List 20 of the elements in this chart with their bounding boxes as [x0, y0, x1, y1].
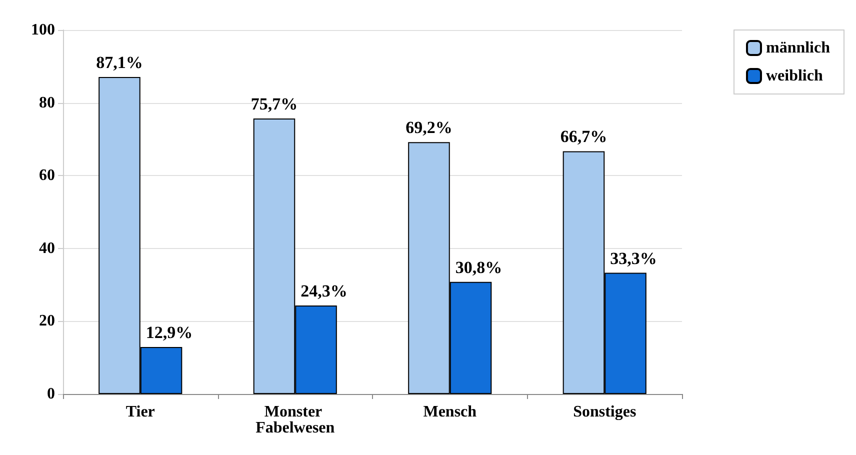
data-label: 30,8%: [455, 258, 502, 277]
x-tick-label: Mensch: [423, 404, 477, 420]
data-label: 33,3%: [610, 248, 657, 268]
y-tick-label: 80: [39, 94, 55, 112]
y-tick-label: 0: [47, 386, 55, 402]
data-label: 69,2%: [406, 118, 452, 138]
y-tick-label: 40: [39, 240, 55, 257]
y-tick-label: 20: [39, 312, 55, 330]
x-tick-label: Sonstiges: [573, 404, 636, 420]
y-tick-label: 100: [31, 22, 55, 38]
x-tick-label: Tier: [126, 404, 155, 420]
legend-label: männlich: [766, 40, 830, 56]
data-label: 87,1%: [96, 52, 143, 72]
data-label: 75,7%: [250, 94, 298, 114]
legend-label: weiblich: [766, 68, 823, 84]
data-label: 24,3%: [300, 282, 348, 301]
data-label: 66,7%: [560, 127, 608, 146]
x-tick-label: Monster Fabelwesen: [256, 404, 335, 436]
data-label: 12,9%: [146, 323, 193, 342]
y-tick-label: 60: [39, 167, 55, 184]
